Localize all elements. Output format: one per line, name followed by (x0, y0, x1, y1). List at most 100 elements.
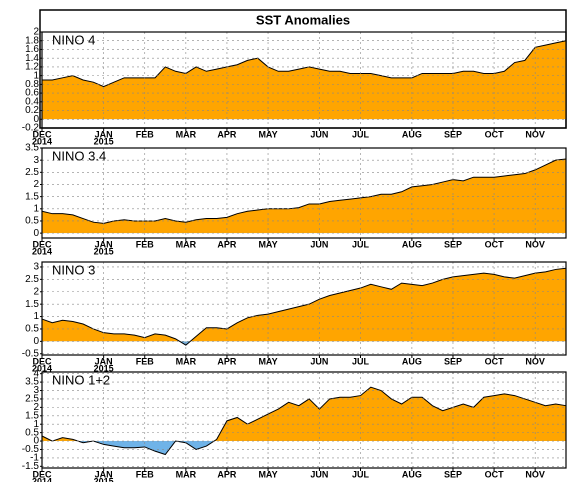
x-tick-label: FEB (136, 129, 155, 139)
y-tick-label: -0.5 (22, 444, 40, 455)
y-tick-label: 1 (33, 203, 39, 214)
x-tick-label: APR (217, 469, 237, 479)
x-tick-label: NOV (525, 239, 545, 249)
y-tick-label: -1.5 (22, 461, 40, 472)
panel-title: NINO 3 (52, 262, 95, 277)
x-tick-label: MAR (176, 469, 197, 479)
y-tick-label: 0.4 (25, 96, 39, 107)
x-tick-label: SEP (444, 129, 462, 139)
y-tick-label: -1 (30, 453, 39, 464)
plot-frame (41, 371, 567, 469)
x-tick-label: SEP (444, 239, 462, 249)
x-tick-label: OCT (485, 356, 505, 366)
y-tick-label: 2.5 (25, 394, 39, 405)
x-tick-label: AUG (402, 129, 422, 139)
year-label: 2014 (32, 363, 52, 373)
y-tick-label: -0.5 (22, 348, 40, 359)
y-tick-label: 0.5 (25, 216, 39, 227)
x-tick-label: AUG (402, 239, 422, 249)
area-positive (42, 158, 566, 234)
y-tick-label: 0 (33, 228, 39, 239)
y-tick-label: 0.2 (25, 105, 39, 116)
x-tick-label: JUN (310, 469, 328, 479)
x-tick-label: JUN (310, 129, 328, 139)
y-tick-label: 2 (33, 286, 39, 297)
x-tick-label: NOV (525, 356, 545, 366)
year-label: 2015 (94, 476, 114, 482)
x-tick-label: OCT (485, 129, 505, 139)
y-tick-label: -0.2 (22, 123, 40, 134)
x-tick-label: DEC (32, 469, 52, 479)
line (42, 40, 567, 88)
x-tick-label: SEP (444, 356, 462, 366)
x-tick-label: MAR (176, 356, 197, 366)
y-tick-label: 3 (33, 385, 39, 396)
x-tick-label: SEP (444, 469, 462, 479)
x-tick-label: JAN (95, 129, 113, 139)
x-tick-label: JUL (352, 356, 370, 366)
y-tick-label: 0.6 (25, 88, 39, 99)
year-label: 2015 (94, 246, 114, 256)
panel-title: NINO 4 (52, 32, 95, 47)
x-tick-label: FEB (136, 239, 155, 249)
y-tick-label: 0.8 (25, 79, 39, 90)
y-tick-label: 0.5 (25, 324, 39, 335)
x-tick-label: AUG (402, 356, 422, 366)
x-tick-label: JUL (352, 129, 370, 139)
plot-frame (41, 261, 567, 356)
x-tick-label: NOV (525, 469, 545, 479)
y-tick-label: 1.4 (25, 53, 39, 64)
x-tick-label: APR (217, 239, 237, 249)
y-tick-label: 1 (33, 419, 39, 430)
x-tick-label: OCT (485, 239, 505, 249)
y-tick-label: 3 (33, 262, 39, 273)
line (41, 386, 567, 456)
x-tick-label: DEC (32, 239, 52, 249)
x-tick-label: APR (217, 356, 237, 366)
panel-title: NINO 1+2 (52, 372, 110, 387)
x-tick-label: MAY (258, 469, 277, 479)
y-tick-label: 0 (33, 336, 39, 347)
y-tick-label: 2 (33, 179, 39, 190)
x-tick-label: DEC (32, 129, 52, 139)
x-tick-label: DEC (32, 356, 52, 366)
y-tick-label: 1.5 (25, 410, 39, 421)
y-tick-label: 1.8 (25, 35, 39, 46)
y-tick-label: 1.5 (25, 299, 39, 310)
x-tick-label: JUN (310, 356, 328, 366)
y-tick-label: 3.5 (25, 377, 39, 388)
y-tick-label: 0 (33, 436, 39, 447)
y-tick-label: 3.5 (25, 143, 39, 154)
year-label: 2014 (32, 136, 52, 146)
year-label: 2015 (94, 136, 114, 146)
chart-title: SST Anomalies (256, 12, 350, 27)
y-tick-label: 1 (33, 311, 39, 322)
x-tick-label: JUL (352, 469, 370, 479)
x-tick-label: FEB (136, 356, 155, 366)
y-tick-label: 4 (33, 368, 39, 379)
panel-title: NINO 3.4 (52, 148, 106, 163)
y-tick-label: 1 (33, 70, 39, 81)
line (41, 267, 567, 346)
x-tick-label: JUN (310, 239, 328, 249)
x-tick-label: JUL (352, 239, 370, 249)
y-tick-label: 0.5 (25, 427, 39, 438)
y-tick-label: 2.5 (25, 167, 39, 178)
x-tick-label: APR (217, 129, 237, 139)
year-label: 2014 (32, 476, 52, 482)
y-tick-label: 2 (33, 27, 39, 38)
plot-frame (41, 147, 567, 239)
plot-frame (41, 31, 567, 129)
y-tick-label: 1.2 (25, 62, 39, 73)
x-tick-label: MAY (258, 239, 277, 249)
y-tick-label: 0 (33, 114, 39, 125)
x-tick-label: OCT (485, 469, 505, 479)
line (41, 158, 567, 224)
x-tick-label: JAN (95, 356, 113, 366)
y-tick-label: 1.6 (25, 44, 39, 55)
year-label: 2015 (94, 363, 114, 373)
x-tick-label: FEB (136, 469, 155, 479)
area-positive (42, 387, 566, 442)
y-tick-label: 2.5 (25, 274, 39, 285)
